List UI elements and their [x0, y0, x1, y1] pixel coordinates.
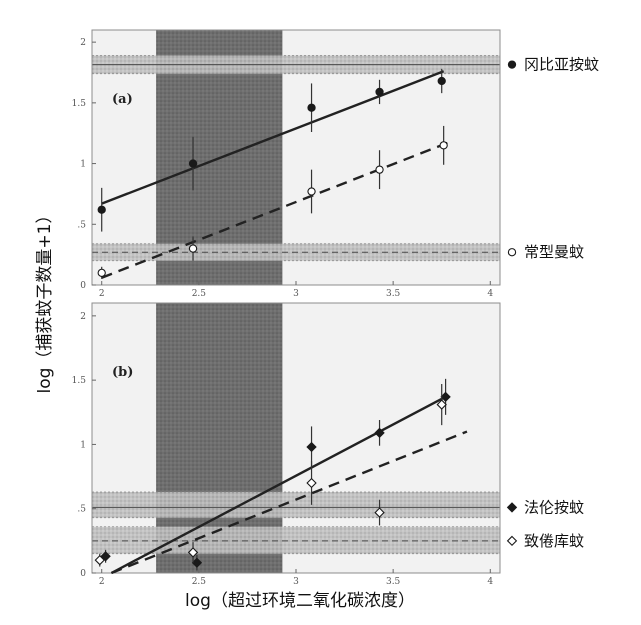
x-tick-label: 4 [487, 289, 493, 299]
y-tick-label: 0 [80, 281, 86, 291]
x-tick-label: 2 [99, 577, 105, 587]
legend-label: 冈比亚按蚊 [524, 56, 599, 74]
data-point [187, 547, 199, 558]
data-point [188, 244, 198, 253]
legend-marker [506, 535, 518, 547]
y-tick-label: 0 [80, 569, 86, 579]
legend-label: 法伦按蚊 [524, 498, 584, 516]
data-point [100, 551, 111, 562]
data-point [436, 399, 447, 410]
fit-line-1 [101, 70, 445, 205]
y-tick-label: 2 [80, 312, 86, 322]
data-point [375, 87, 384, 97]
panel-label: (b) [112, 365, 133, 380]
fit-line-2 [110, 430, 468, 575]
x-axis-title: log（超过环境二氧化碳浓度） [185, 591, 415, 611]
fit-line-2 [101, 141, 448, 279]
data-point [191, 557, 203, 568]
data-point [374, 507, 385, 518]
x-tick-label: 3.5 [386, 577, 401, 587]
x-tick-label: 2.5 [192, 289, 207, 299]
y-tick-label: 1.5 [72, 99, 87, 109]
data-point [375, 165, 384, 174]
legend-marker [506, 502, 518, 513]
data-point [437, 76, 446, 86]
fit-line-1 [110, 395, 447, 575]
data-point [306, 441, 317, 453]
data-point [97, 205, 106, 214]
data-point [440, 391, 451, 403]
data-point [306, 477, 317, 489]
x-tick-label: 2.5 [192, 577, 207, 587]
legend-marker [507, 248, 517, 257]
x-tick-label: 2 [99, 289, 105, 299]
data-point [97, 268, 106, 278]
data-point [94, 554, 105, 566]
x-tick-label: 3.5 [386, 289, 401, 299]
data-point [439, 141, 448, 150]
y-tick-label: 1 [80, 440, 86, 450]
y-tick-label: .5 [77, 220, 86, 230]
data-point [188, 159, 198, 168]
x-tick-label: 3 [293, 289, 299, 299]
legend-label: 致倦库蚊 [524, 532, 584, 550]
y-tick-label: .5 [77, 505, 86, 515]
x-tick-label: 3 [293, 577, 299, 587]
legend-marker [507, 60, 517, 69]
data-point [307, 187, 316, 196]
data-point [374, 427, 385, 439]
y-tick-label: 1.5 [72, 376, 87, 386]
legend-label: 常型曼蚊 [524, 243, 584, 261]
y-axis-title: log（捕获蚊子数量+1） [35, 207, 55, 394]
data-point [307, 103, 316, 112]
y-tick-label: 1 [80, 160, 86, 170]
reference-band-1 [92, 492, 500, 518]
y-tick-label: 2 [80, 38, 86, 48]
panel-label: (a) [112, 92, 133, 107]
x-tick-label: 4 [487, 577, 493, 587]
reference-band-2 [92, 526, 500, 554]
